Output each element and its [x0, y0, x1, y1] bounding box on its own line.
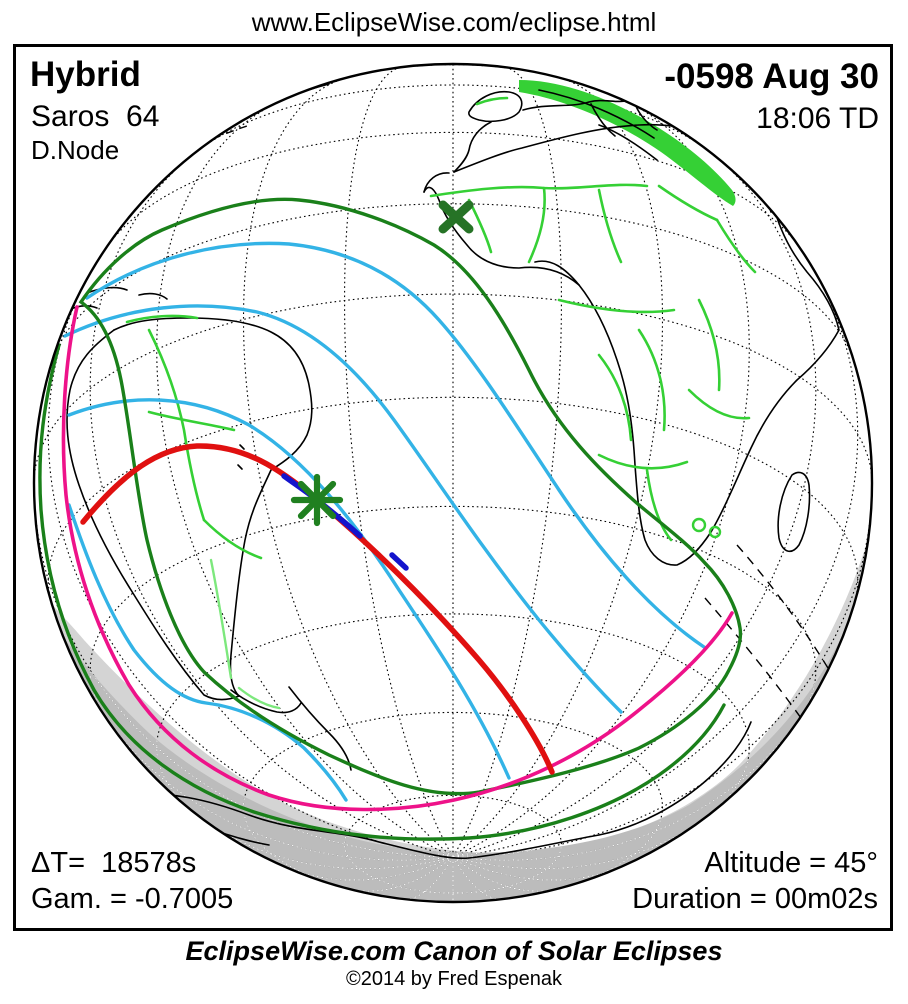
central-path-total-tick [389, 552, 409, 571]
node-label: D.Node [31, 135, 120, 165]
copyright-label: ©2014 by Fred Espenak [346, 968, 562, 990]
eclipse-type-label: Hybrid [30, 55, 141, 94]
url-banner: www.EclipseWise.com/eclipse.html [251, 7, 657, 37]
night-shading [57, 625, 847, 902]
eclipse-time-label: 18:06 TD [756, 102, 879, 135]
eclipse-map-frame: Hybrid Saros 64 D.Node -0598 Aug 30 18:0… [13, 44, 893, 931]
saros-label: Saros 64 [31, 100, 160, 133]
altitude-label: Altitude = 45° [704, 847, 878, 879]
greatest-eclipse-marker [290, 473, 344, 527]
sub-solar-point-marker [438, 200, 474, 234]
eclipse-globe-map [32, 62, 874, 904]
sunrise-sunset-curve [61, 305, 734, 812]
gamma-label: Gam. = -0.7005 [31, 883, 234, 915]
duration-label: Duration = 00m02s [632, 883, 878, 915]
north-europe-fill [519, 80, 736, 206]
eclipse-date-label: -0598 Aug 30 [664, 57, 879, 96]
delta-t-label: ΔT= 18578s [31, 847, 197, 879]
globe-limb [32, 62, 874, 904]
penumbral-limit-lines [38, 197, 743, 841]
terminator-dashes [138, 125, 850, 753]
canon-title: EclipseWise.com Canon of Solar Eclipses [185, 936, 723, 966]
